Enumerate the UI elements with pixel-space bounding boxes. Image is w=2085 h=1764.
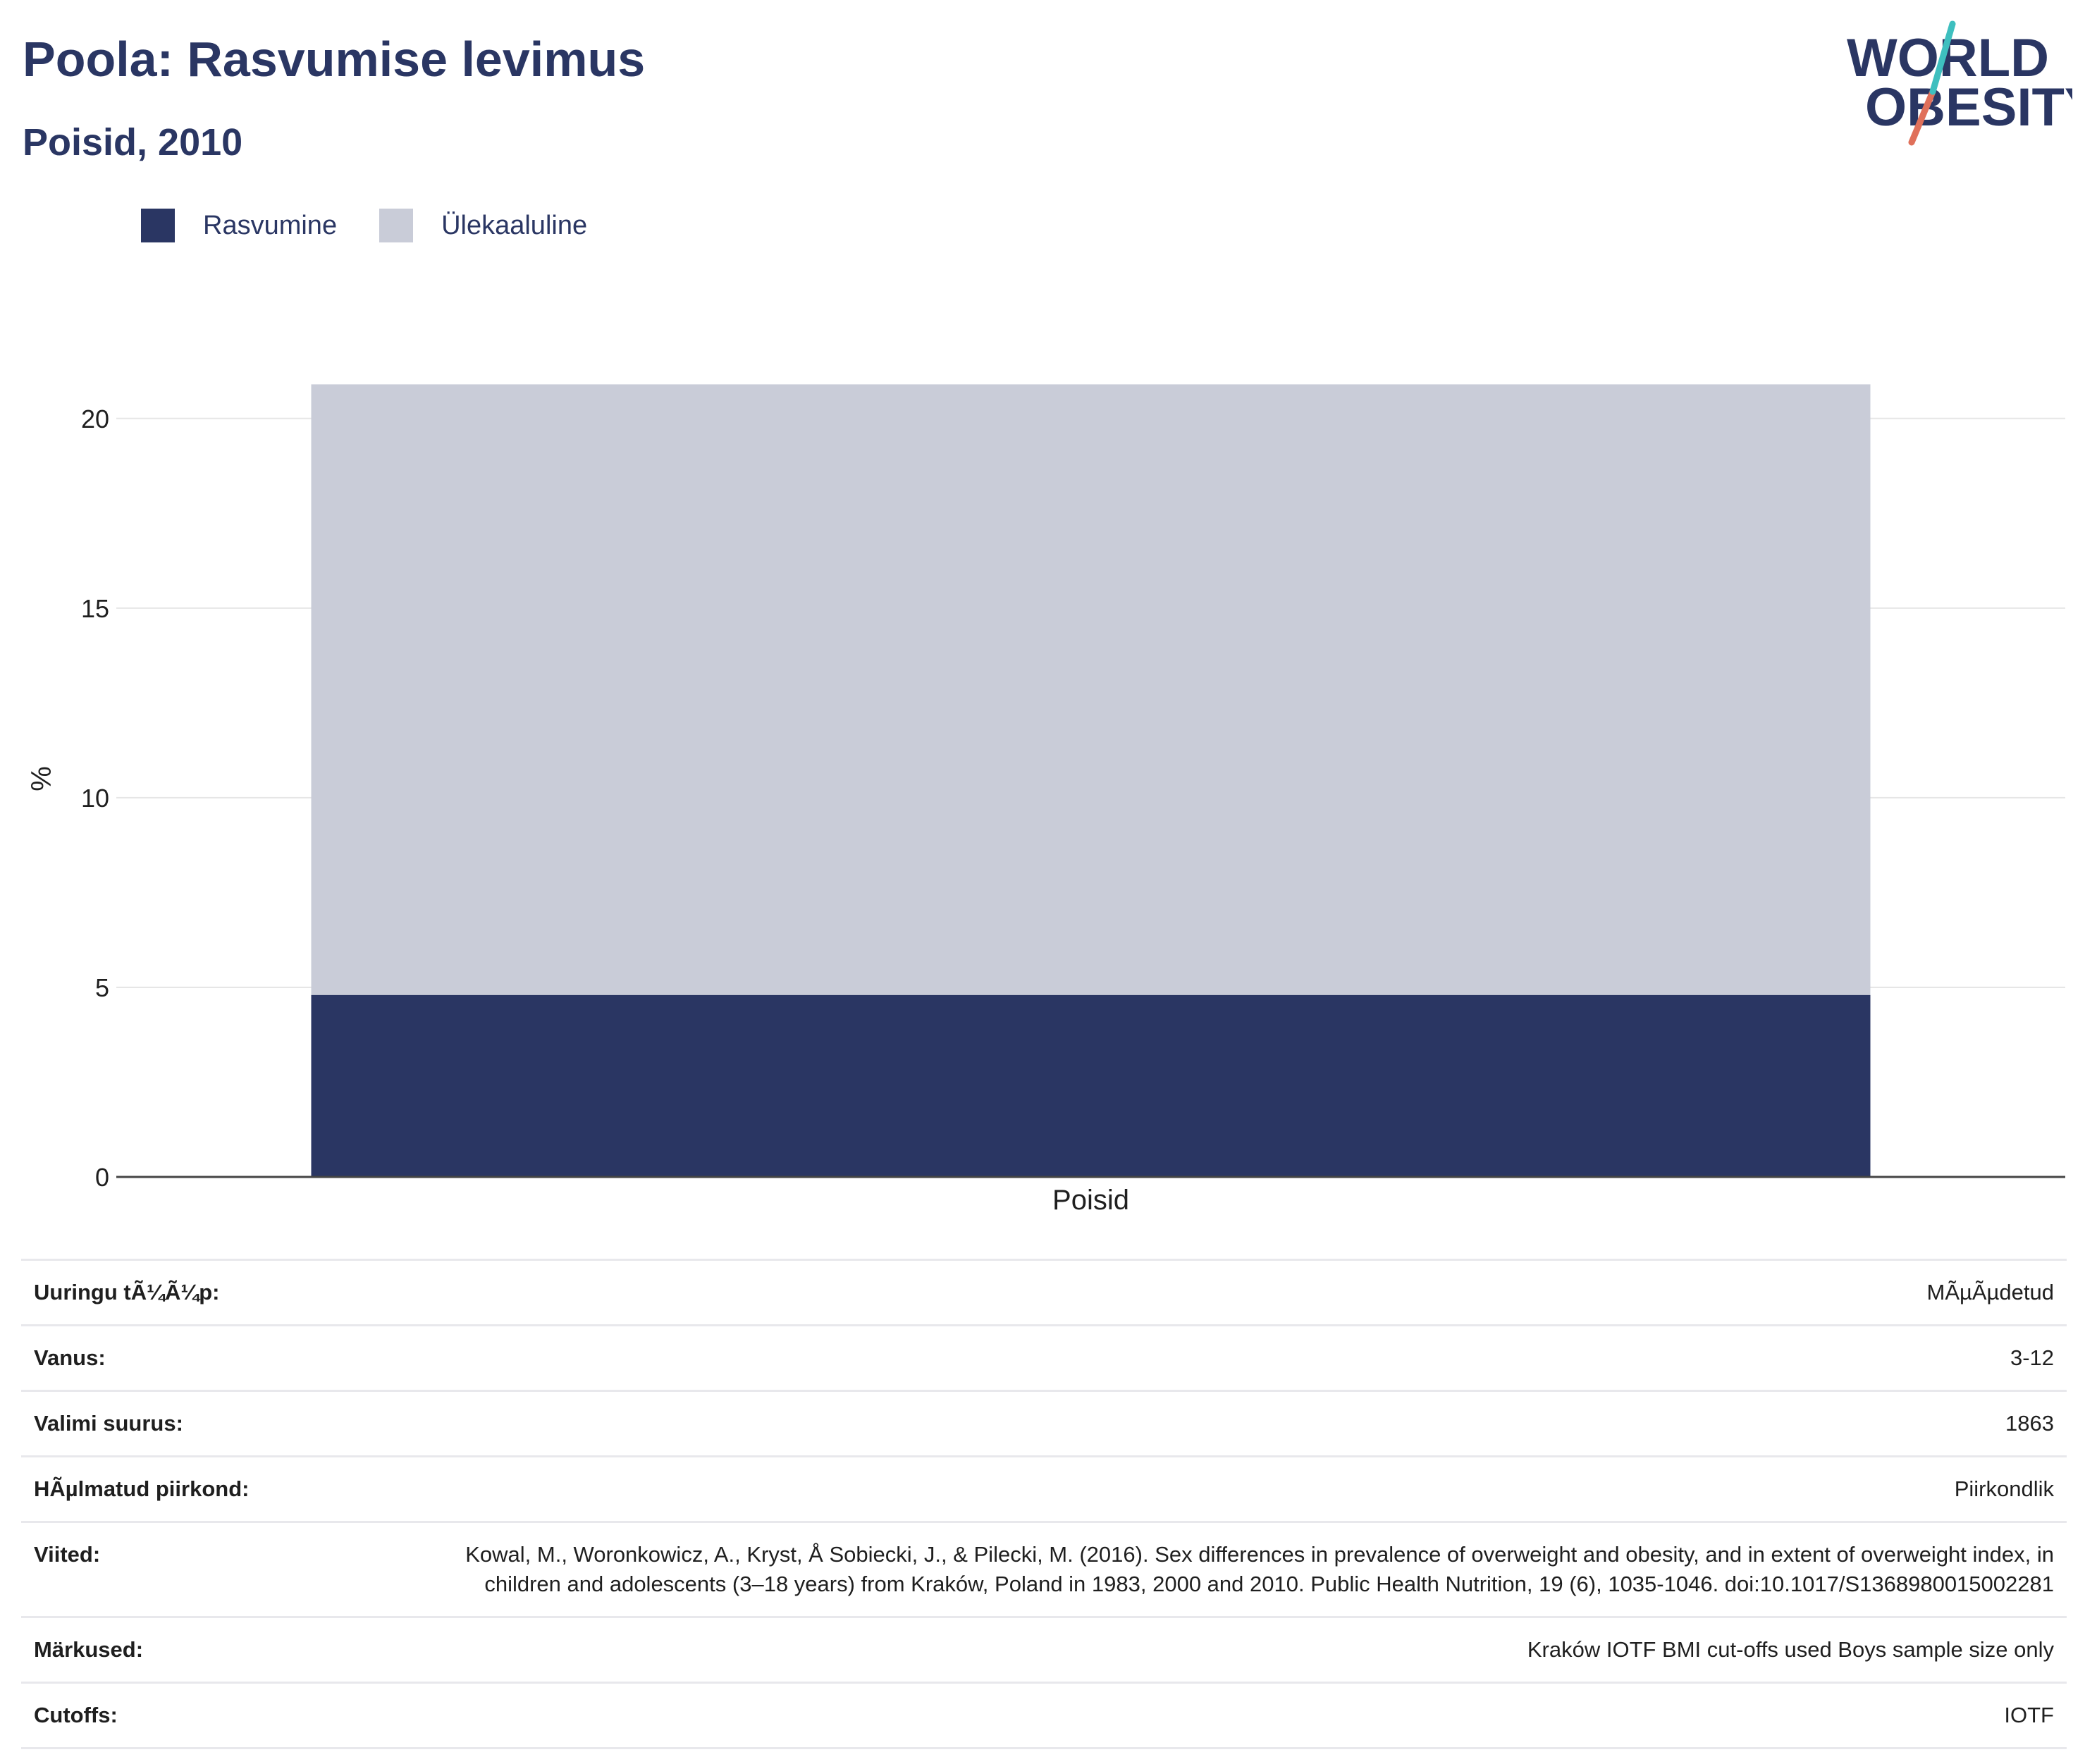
y-tick-label: 5	[95, 973, 109, 1002]
info-value: 3-12	[399, 1324, 2067, 1391]
info-value: 1863	[399, 1390, 2067, 1457]
y-tick-label: 0	[95, 1163, 109, 1192]
info-value: Kowal, M., Woronkowicz, A., Kryst, Å Sob…	[399, 1521, 2067, 1617]
info-key: Märkused:	[21, 1616, 399, 1683]
study-info-table: Uuringu tÃ¼Ã¼p: MÃµÃµdetud Vanus: 3-12 Valim…	[21, 1259, 2067, 1749]
info-row: Viited: Kowal, M., Woronkowicz, A., Kryst…	[21, 1521, 2067, 1617]
legend-item-rasvumine[interactable]: Rasvumine	[141, 209, 337, 242]
info-key: Vanus:	[21, 1324, 399, 1391]
page-title: Poola: Rasvumise levimus	[23, 32, 646, 87]
info-row: Märkused: Kraków IOTF BMI cut-offs used B…	[21, 1616, 2067, 1683]
bar-rasvumine	[311, 994, 1871, 1177]
legend-swatch-rasvumine	[141, 209, 175, 242]
legend-label: Rasvumine	[203, 210, 338, 240]
info-value: MÃµÃµdetud	[399, 1259, 2067, 1326]
x-tick-label: Poisid	[1052, 1185, 1129, 1216]
y-tick-label: 15	[81, 594, 109, 623]
legend-swatch-ulekaaluline	[379, 209, 414, 242]
bar--lekaaluline	[311, 384, 1871, 995]
legend-label: Ülekaaluline	[441, 210, 588, 240]
y-tick-label: 10	[81, 784, 109, 813]
chart-legend: Rasvumine Ülekaaluline	[141, 209, 629, 242]
info-key: Uuringu tÃ¼Ã¼p:	[21, 1259, 399, 1326]
info-key: Cutoffs:	[21, 1682, 399, 1749]
info-key: HÃµlmatud piirkond:	[21, 1455, 399, 1522]
world-obesity-logo: WORLD OBESITY	[1847, 20, 2072, 146]
legend-item-ulekaaluline[interactable]: Ülekaaluline	[379, 209, 587, 242]
info-key: Valimi suurus:	[21, 1390, 399, 1457]
page-subtitle: Poisid, 2010	[23, 121, 243, 164]
info-value: IOTF	[399, 1682, 2067, 1749]
info-row: Valimi suurus: 1863	[21, 1390, 2067, 1457]
info-row: Vanus: 3-12	[21, 1324, 2067, 1391]
info-value: Kraków IOTF BMI cut-offs used Boys sampl…	[399, 1616, 2067, 1683]
logo-line-2: OBESITY	[1865, 78, 2072, 137]
info-value: Piirkondlik	[399, 1455, 2067, 1522]
stacked-bar-chart: 0 5 10 15 20 Poisid%	[26, 384, 2065, 1216]
info-row: Cutoffs: IOTF	[21, 1682, 2067, 1749]
info-row: HÃµlmatud piirkond: Piirkondlik	[21, 1455, 2067, 1522]
y-axis-label: %	[26, 766, 57, 791]
info-row: Uuringu tÃ¼Ã¼p: MÃµÃµdetud	[21, 1259, 2067, 1326]
info-key: Viited:	[21, 1521, 399, 1617]
y-tick-label: 20	[81, 405, 109, 433]
